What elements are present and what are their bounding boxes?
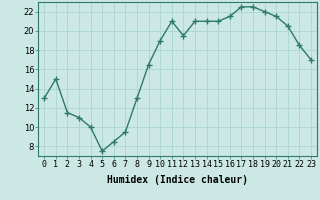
X-axis label: Humidex (Indice chaleur): Humidex (Indice chaleur) — [107, 175, 248, 185]
